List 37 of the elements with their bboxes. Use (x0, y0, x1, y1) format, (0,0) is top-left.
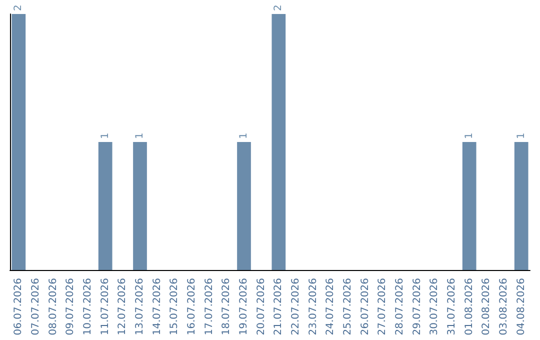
x-tick-label: 16.07.2026 (186, 278, 198, 336)
x-tick-label: 11.07.2026 (100, 278, 111, 336)
x-tick-label: 09.07.2026 (65, 278, 76, 336)
x-tick-label: 27.07.2026 (377, 278, 388, 336)
x-tick-label: 15.07.2026 (169, 278, 180, 336)
data-label: 2 (273, 4, 284, 11)
x-tick-label: 12.07.2026 (117, 278, 128, 336)
x-tick-label: 20.07.2026 (256, 278, 267, 336)
x-tick-label: 30.07.2026 (429, 278, 440, 336)
x-tick-label: 01.08.2026 (464, 278, 475, 336)
x-tick-label: 19.07.2026 (238, 278, 250, 336)
x-tick-label: 21.07.2026 (273, 278, 284, 336)
x-tick-label: 10.07.2026 (82, 278, 94, 336)
x-tick-label: 28.07.2026 (394, 278, 406, 336)
x-tick-label: 07.07.2026 (30, 278, 42, 336)
data-label: 1 (238, 132, 250, 139)
x-tick-label: 02.08.2026 (481, 278, 492, 336)
data-label: 1 (134, 132, 146, 139)
data-label: 1 (516, 132, 527, 139)
x-tick-label: 14.07.2026 (152, 278, 163, 336)
x-tick-label: 08.07.2026 (48, 278, 59, 336)
x-tick-label: 18.07.2026 (221, 278, 232, 336)
x-tick-label: 06.07.2026 (13, 278, 24, 336)
x-tick-label: 23.07.2026 (308, 278, 319, 336)
x-tick-label: 22.07.2026 (290, 278, 302, 336)
x-tick-label: 13.07.2026 (134, 278, 146, 336)
x-tick-label: 03.08.2026 (498, 278, 510, 336)
x-tick-label: 31.07.2026 (446, 278, 458, 336)
x-tick-label: 04.08.2026 (516, 278, 527, 336)
x-tick-label: 25.07.2026 (342, 278, 354, 336)
x-tick-label: 29.07.2026 (412, 278, 423, 336)
data-label: 2 (13, 4, 24, 11)
x-tick-label: 24.07.2026 (325, 278, 336, 336)
data-label: 1 (464, 132, 475, 139)
x-tick-label: 17.07.2026 (204, 278, 215, 336)
data-label: 1 (100, 132, 111, 139)
x-tick-label: 26.07.2026 (360, 278, 371, 336)
